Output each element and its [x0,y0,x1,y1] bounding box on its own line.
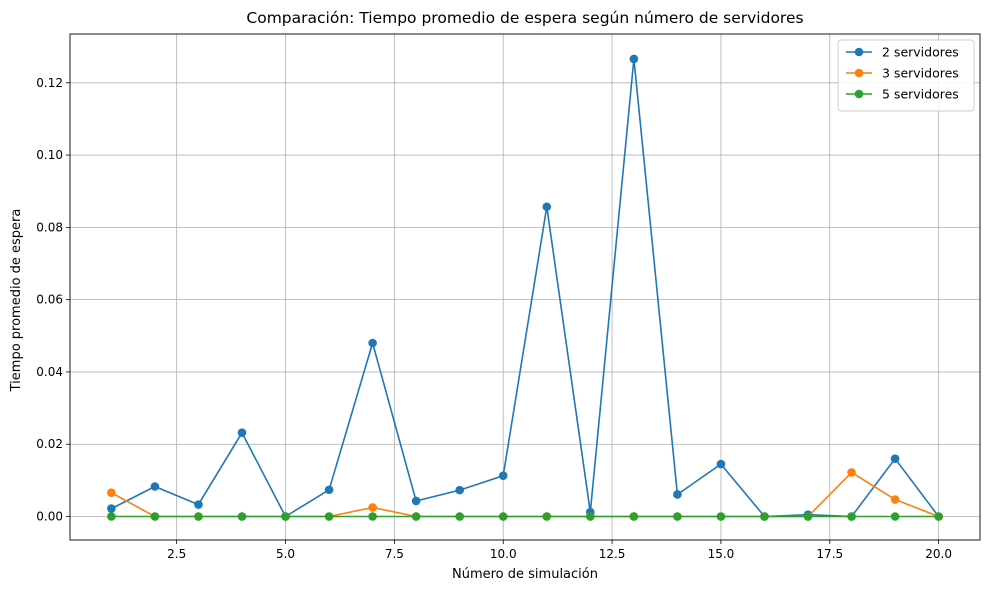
legend-item: 5 servidores [846,87,959,102]
y-tick-label: 0.00 [36,510,63,524]
data-point [847,468,856,477]
data-point [324,485,334,495]
x-tick-label: 7.5 [385,547,404,561]
legend: 2 servidores 3 servidores 5 servidores [837,39,975,112]
data-point [194,512,203,521]
x-tick-label: 10.0 [490,547,517,561]
data-point [629,512,639,521]
x-axis: 2.5 5.0 7.5 10.0 12.5 15.0 17.5 20.0 [167,540,952,561]
data-point [107,504,116,513]
data-point [890,512,900,521]
data-point [673,490,682,499]
data-point [890,495,900,504]
data-point [934,512,943,521]
x-tick-label: 15.0 [708,547,735,561]
data-point [150,512,160,521]
data-point [890,454,900,463]
y-axis-label: Tiempo promedio de espera [9,209,24,393]
data-point [629,54,639,64]
y-tick-label: 0.08 [36,220,63,234]
data-point [455,485,464,495]
series-line [111,58,940,518]
data-point [847,512,856,521]
data-point [368,512,377,521]
data-point [150,482,160,491]
data-point [716,512,726,521]
data-point [498,471,508,480]
data-point [237,428,247,437]
data-point [542,202,552,212]
data-point [498,512,508,521]
y-tick-label: 0.04 [36,365,63,379]
chart-title: Comparación: Tiempo promedio de espera s… [246,9,803,27]
x-axis-label: Número de simulación [452,567,598,582]
data-point [542,512,552,521]
data-point [368,338,377,348]
data-point [237,512,247,521]
x-tick-label: 17.5 [816,547,843,561]
data-point [107,512,116,521]
data-point [803,512,813,521]
legend-marker [854,47,864,57]
series-3 [107,512,943,521]
legend-label: 2 servidores [882,45,959,60]
legend-item: 2 servidores [846,45,959,60]
data-point [324,512,334,521]
series-layer [107,54,943,521]
data-point [194,500,203,509]
legend-label: 3 servidores [882,66,959,81]
data-point [760,512,769,521]
y-axis: 0.00 0.02 0.04 0.06 0.08 0.10 0.12 [36,76,70,524]
x-tick-label: 20.0 [925,547,952,561]
x-tick-label: 2.5 [167,547,186,561]
data-point [673,512,682,521]
x-tick-label: 12.5 [599,547,626,561]
data-point [107,488,116,497]
data-point [368,503,377,512]
data-point [411,512,421,521]
data-point [281,512,290,521]
data-point [455,512,464,521]
plot-frame [69,33,981,541]
legend-item: 3 servidores [846,66,959,81]
y-tick-label: 0.06 [36,293,63,307]
legend-marker [854,68,864,78]
y-tick-label: 0.12 [36,76,63,90]
data-point [411,496,421,506]
y-tick-label: 0.10 [36,148,63,162]
legend-label: 5 servidores [882,87,959,102]
y-tick-label: 0.02 [36,437,63,451]
x-tick-label: 5.0 [276,547,295,561]
legend-marker [854,89,864,99]
data-point [586,512,595,521]
data-point [716,459,726,469]
